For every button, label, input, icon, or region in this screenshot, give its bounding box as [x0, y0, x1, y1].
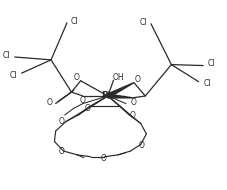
Text: OH: OH: [113, 73, 124, 82]
Text: O: O: [46, 98, 52, 107]
Text: Cl: Cl: [2, 51, 10, 60]
Polygon shape: [108, 94, 133, 98]
Text: O: O: [131, 97, 137, 107]
Text: O: O: [58, 147, 64, 157]
Text: Cl: Cl: [208, 59, 216, 68]
Text: Cl: Cl: [140, 18, 148, 27]
Text: O: O: [101, 154, 107, 163]
Text: Cl: Cl: [9, 70, 17, 80]
Polygon shape: [107, 83, 134, 98]
Text: Pb: Pb: [101, 91, 114, 101]
Text: Cl: Cl: [203, 79, 211, 88]
Text: O: O: [129, 111, 135, 120]
Text: Cl: Cl: [70, 17, 78, 26]
Text: O: O: [74, 73, 79, 82]
Text: O: O: [135, 75, 141, 84]
Text: O: O: [80, 96, 86, 105]
Text: O: O: [59, 117, 65, 126]
Text: O: O: [139, 141, 145, 150]
Text: O: O: [84, 104, 90, 113]
